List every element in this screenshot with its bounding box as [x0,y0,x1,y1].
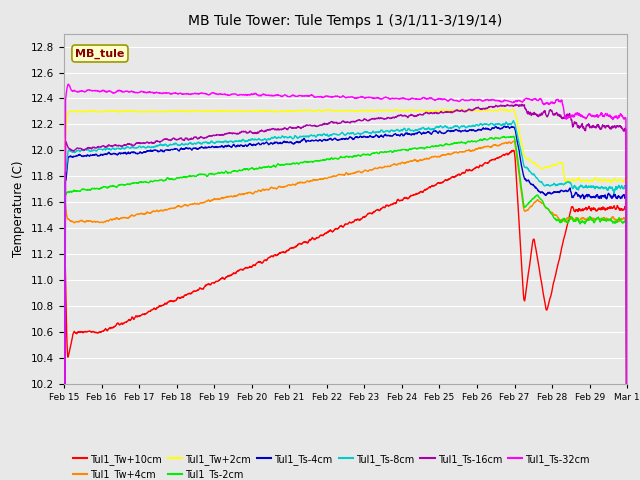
Title: MB Tule Tower: Tule Temps 1 (3/1/11-3/19/14): MB Tule Tower: Tule Temps 1 (3/1/11-3/19… [188,14,503,28]
Y-axis label: Temperature (C): Temperature (C) [12,160,26,257]
Legend: Tul1_Tw+10cm, Tul1_Tw+4cm, Tul1_Tw+2cm, Tul1_Ts-2cm, Tul1_Ts-4cm, Tul1_Ts-8cm, T: Tul1_Tw+10cm, Tul1_Tw+4cm, Tul1_Tw+2cm, … [69,450,594,480]
Text: MB_tule: MB_tule [76,48,125,59]
